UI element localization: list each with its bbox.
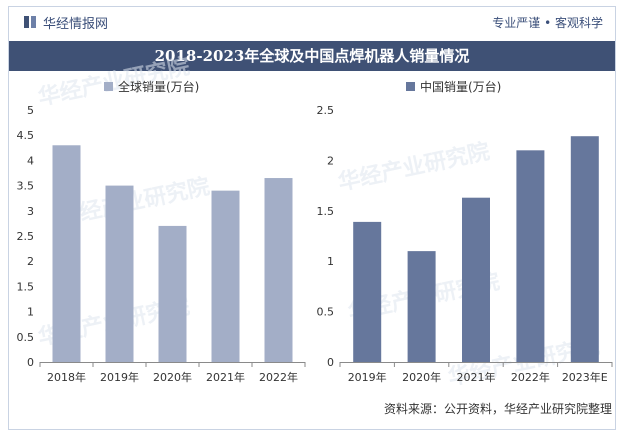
x-tick-label: 2022年 bbox=[259, 370, 298, 384]
legend-swatch bbox=[406, 82, 415, 91]
top-bar: 华经情报网 专业严谨 • 客观科学 bbox=[9, 7, 617, 37]
brand-logo-icon bbox=[24, 16, 36, 28]
x-tick-label: 2021年 bbox=[457, 370, 496, 384]
bar bbox=[353, 221, 382, 362]
bar bbox=[407, 251, 436, 362]
x-tick-label: 2019年 bbox=[348, 370, 387, 384]
y-tick-label: 1 bbox=[327, 255, 334, 268]
x-tick-label: 2019年 bbox=[100, 370, 139, 384]
y-tick-label: 0.5 bbox=[17, 331, 35, 344]
brand: 华经情报网 bbox=[23, 14, 109, 32]
y-tick-label: 3 bbox=[27, 205, 34, 218]
bar bbox=[570, 136, 599, 362]
bar bbox=[158, 225, 187, 362]
watermark-text: 华经产业研究院 bbox=[336, 138, 492, 195]
x-tick-label: 2021年 bbox=[206, 370, 245, 384]
x-tick-label: 2020年 bbox=[402, 370, 441, 384]
slogan: 专业严谨 • 客观科学 bbox=[492, 16, 603, 30]
legend-swatch bbox=[104, 82, 113, 91]
y-tick-label: 3.5 bbox=[17, 180, 35, 193]
bar bbox=[462, 197, 490, 362]
source-note: 资料来源：公开资料，华经产业研究院整理 bbox=[383, 402, 612, 416]
y-tick-label: 4.5 bbox=[17, 129, 35, 142]
chart-frame: 华经情报网 专业严谨 • 客观科学 2018-2023年全球及中国点焊机器人销量… bbox=[8, 6, 616, 430]
y-tick-label: 2.5 bbox=[317, 104, 335, 117]
y-tick-label: 1 bbox=[27, 306, 34, 319]
y-tick-label: 0 bbox=[327, 356, 334, 369]
y-tick-label: 2 bbox=[27, 255, 34, 268]
x-tick-label: 2023年E bbox=[562, 370, 608, 384]
global-sales-chart: 全球销量(万台) 0 0.5 1 1.5 2 2.5 3 3.5 4 4.5 5 2018年 2019年 2… bbox=[17, 79, 306, 384]
x-tick-label: 2018年 bbox=[47, 370, 86, 384]
y-tick-label: 0 bbox=[27, 356, 34, 369]
y-tick-label: 2.5 bbox=[17, 230, 35, 243]
y-tick-label: 1.5 bbox=[17, 280, 35, 293]
y-tick-label: 1.5 bbox=[317, 205, 335, 218]
brand-name: 华经情报网 bbox=[43, 16, 109, 32]
legend-label: 全球销量(万台) bbox=[118, 79, 199, 94]
x-tick-label: 2020年 bbox=[153, 370, 192, 384]
bar bbox=[211, 190, 240, 362]
bar bbox=[516, 150, 545, 362]
bar bbox=[105, 185, 134, 362]
china-sales-chart: 中国销量(万台) 0 0.5 1 1.5 2 2.5 2019年 2020年 2021年 2022年… bbox=[317, 79, 613, 384]
chart-title: 2018-2023年全球及中国点焊机器人销量情况 bbox=[9, 41, 615, 71]
x-tick-label: 2022年 bbox=[511, 370, 550, 384]
y-tick-label: 5 bbox=[27, 104, 34, 117]
y-tick-label: 0.5 bbox=[317, 306, 335, 319]
bar bbox=[52, 145, 81, 362]
legend-label: 中国销量(万台) bbox=[420, 79, 501, 94]
y-tick-label: 2 bbox=[327, 154, 334, 167]
bar bbox=[264, 178, 293, 362]
y-tick-label: 4 bbox=[27, 154, 34, 167]
